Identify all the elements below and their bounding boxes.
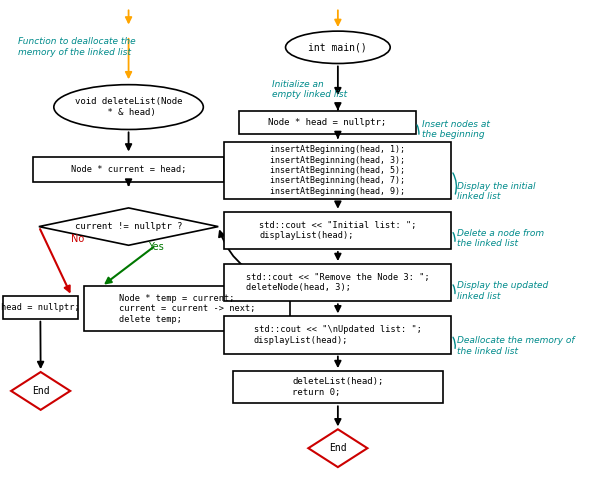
Text: insertAtBeginning(head, 1);
insertAtBeginning(head, 3);
insertAtBeginning(head, : insertAtBeginning(head, 1); insertAtBegi… [270, 145, 405, 196]
FancyBboxPatch shape [233, 371, 443, 403]
Text: Initialize an
empty linked list: Initialize an empty linked list [272, 80, 347, 99]
Text: head = nullptr;: head = nullptr; [1, 303, 80, 312]
Text: std::cout << "Remove the Node 3: ";
deleteNode(head, 3);: std::cout << "Remove the Node 3: "; dele… [246, 273, 430, 292]
Text: Node * current = head;: Node * current = head; [71, 165, 187, 174]
Polygon shape [39, 208, 218, 245]
Text: Delete a node from
the linked list: Delete a node from the linked list [457, 229, 545, 249]
FancyBboxPatch shape [224, 142, 451, 199]
FancyBboxPatch shape [84, 286, 290, 331]
Text: Node * temp = current;
current = current -> next;
delete temp;: Node * temp = current; current = current… [118, 294, 255, 324]
Text: void deleteList(Node
 * & head): void deleteList(Node * & head) [75, 98, 182, 117]
Text: Deallocate the memory of
the linked list: Deallocate the memory of the linked list [457, 336, 575, 356]
Text: std::cout << "Initial list: ";
displayList(head);: std::cout << "Initial list: "; displayLi… [259, 221, 417, 240]
FancyBboxPatch shape [224, 264, 451, 301]
FancyBboxPatch shape [33, 157, 224, 182]
Polygon shape [11, 372, 70, 410]
Text: Yes: Yes [148, 242, 163, 251]
FancyBboxPatch shape [239, 111, 416, 134]
Text: Insert nodes at
the beginning: Insert nodes at the beginning [422, 120, 490, 139]
Text: End: End [329, 443, 347, 453]
Text: current != nullptr ?: current != nullptr ? [75, 222, 182, 231]
FancyBboxPatch shape [224, 316, 451, 354]
Text: End: End [32, 386, 50, 396]
Text: Display the updated
linked list: Display the updated linked list [457, 281, 549, 301]
Text: deleteList(head);
return 0;: deleteList(head); return 0; [292, 377, 383, 397]
Text: Function to deallocate the
memory of the linked list: Function to deallocate the memory of the… [18, 37, 136, 57]
Polygon shape [309, 429, 367, 467]
FancyBboxPatch shape [3, 296, 78, 319]
Text: int main(): int main() [309, 42, 367, 52]
Text: std::cout << "\nUpdated list: ";
displayList(head);: std::cout << "\nUpdated list: "; display… [254, 325, 422, 345]
Text: Display the initial
linked list: Display the initial linked list [457, 182, 536, 201]
FancyBboxPatch shape [224, 212, 451, 249]
Text: Node * head = nullptr;: Node * head = nullptr; [269, 118, 386, 127]
Text: No: No [71, 234, 84, 244]
